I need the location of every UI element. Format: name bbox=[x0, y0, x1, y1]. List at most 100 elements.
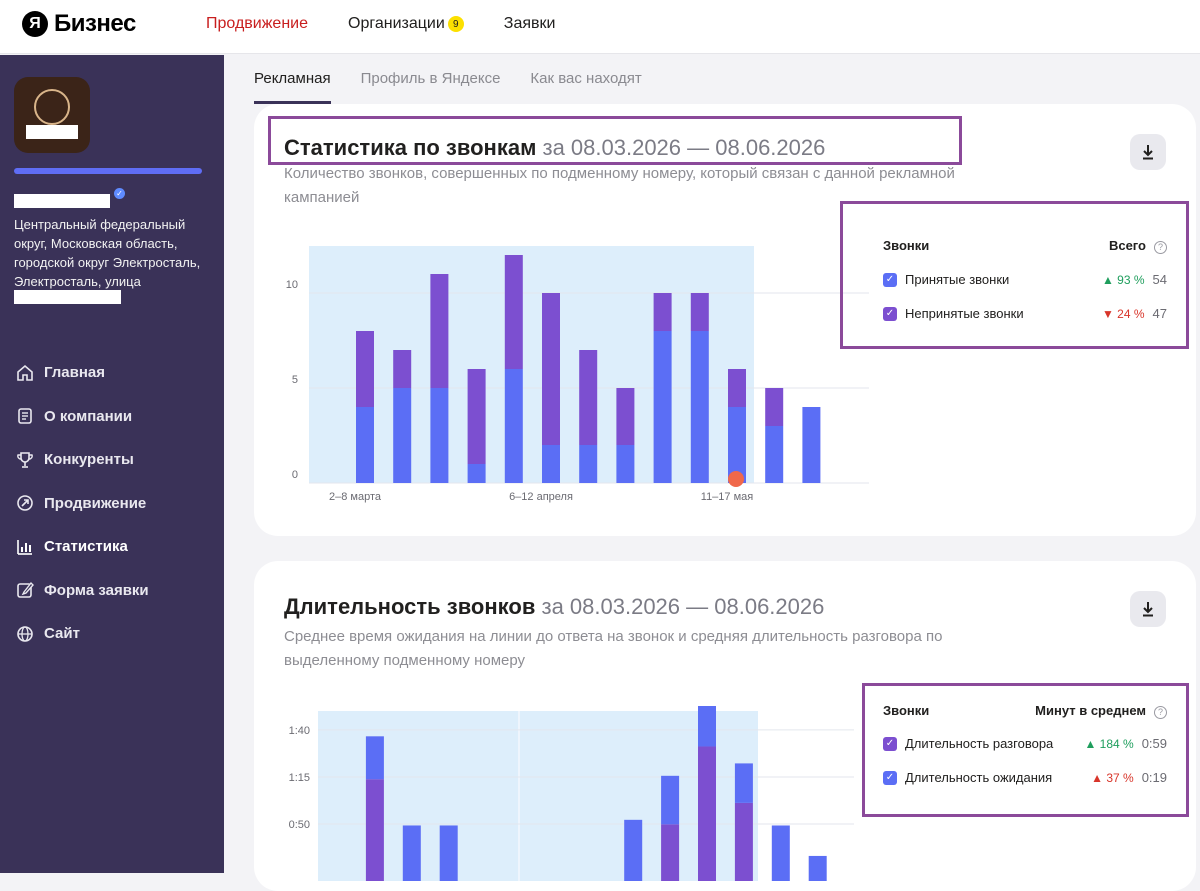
sidebar-item-label: О компании bbox=[44, 407, 133, 425]
verified-icon: ✓ bbox=[114, 188, 125, 199]
download-icon bbox=[1143, 145, 1153, 160]
bar-accepted bbox=[393, 388, 412, 483]
legend-total-label: Минут в среднем bbox=[1035, 703, 1146, 718]
bar-missed bbox=[430, 274, 449, 388]
highlight-frame bbox=[840, 201, 1189, 349]
nav-item-requests[interactable]: Заявки bbox=[504, 15, 556, 33]
bar-missed bbox=[393, 350, 412, 388]
sidebar-item-home[interactable]: Главная bbox=[14, 351, 149, 395]
tab-advertising[interactable]: Рекламная bbox=[254, 70, 331, 104]
bar-accepted bbox=[542, 445, 560, 483]
legend-header: Звонки Всего? bbox=[883, 238, 1167, 254]
help-icon[interactable]: ? bbox=[1154, 705, 1167, 719]
bar-wait-duration bbox=[661, 775, 680, 825]
highlight-frame bbox=[862, 683, 1189, 817]
checkbox-checked-icon[interactable]: ✓ bbox=[883, 736, 897, 751]
legend-row-talk[interactable]: ✓ Длительность разговора ▲ 184 % 0:59 bbox=[883, 736, 1167, 751]
redacted-block bbox=[26, 125, 78, 139]
bar-accepted bbox=[802, 407, 821, 483]
plot-background bbox=[318, 711, 758, 881]
card-description: Среднее время ожидания на линии до ответ… bbox=[284, 628, 943, 669]
bar-talk-duration bbox=[365, 779, 384, 881]
bar-accepted bbox=[653, 331, 672, 483]
card-title: Длительность звонков за 08.03.2026 — 08.… bbox=[284, 594, 824, 620]
stats-tabs: Рекламная Профиль в Яндексе Как вас нахо… bbox=[254, 70, 672, 104]
y-tick-label: 5 bbox=[292, 374, 298, 386]
card-period: за 08.03.2026 — 08.06.2026 bbox=[541, 594, 825, 619]
redacted-street bbox=[14, 290, 121, 304]
bar-talk-duration bbox=[661, 824, 680, 881]
logo-icon: Я bbox=[22, 11, 48, 37]
bar-accepted bbox=[467, 464, 486, 483]
download-button[interactable] bbox=[1130, 134, 1166, 170]
bar-accepted bbox=[579, 445, 598, 483]
card-period: за 08.03.2026 — 08.06.2026 bbox=[542, 135, 826, 160]
legend-header: Звонки Минут в среднем? bbox=[883, 703, 1167, 719]
bar-talk-duration bbox=[808, 855, 827, 881]
card-title-text: Статистика по звонкам bbox=[284, 135, 537, 160]
bar-missed bbox=[690, 293, 709, 331]
bar-talk-duration bbox=[402, 825, 421, 881]
duration-legend: Звонки Минут в среднем? ✓ Длительность р… bbox=[883, 703, 1167, 803]
bar-missed bbox=[467, 369, 486, 464]
download-button[interactable] bbox=[1130, 591, 1166, 627]
y-tick-label: 0:50 bbox=[289, 819, 310, 831]
legend-row-wait[interactable]: ✓ Длительность ожидания ▲ 37 % 0:19 bbox=[883, 770, 1167, 785]
change-indicator: ▲ 37 % bbox=[1091, 770, 1134, 785]
tab-yandex-profile[interactable]: Профиль в Яндексе bbox=[360, 70, 501, 87]
sidebar-item-label: Форма заявки bbox=[44, 581, 149, 599]
bar-wait-duration bbox=[365, 736, 384, 780]
change-indicator: ▲ 93 % bbox=[1101, 272, 1145, 287]
sidebar-item-label: Продвижение bbox=[44, 494, 147, 512]
sidebar-item-statistics[interactable]: Статистика bbox=[14, 525, 149, 569]
sidebar-item-form[interactable]: Форма заявки bbox=[14, 569, 149, 613]
help-icon[interactable]: ? bbox=[1154, 240, 1167, 254]
sidebar-item-site[interactable]: Сайт bbox=[14, 612, 149, 656]
bar-missed bbox=[542, 293, 560, 445]
highlight-frame bbox=[268, 116, 962, 165]
checkbox-checked-icon[interactable]: ✓ bbox=[883, 306, 897, 321]
sidebar-item-competitors[interactable]: Конкуренты bbox=[14, 438, 149, 482]
legend-total: 47 bbox=[1152, 306, 1167, 321]
company-avatar[interactable] bbox=[14, 77, 90, 153]
legend-row-missed[interactable]: ✓ Непринятые звонки ▼ 24 % 47 bbox=[883, 306, 1167, 321]
legend-total: 54 bbox=[1152, 272, 1167, 287]
bar-accepted bbox=[765, 426, 784, 483]
legend-label: Принятые звонки bbox=[905, 272, 1010, 287]
bar-missed bbox=[728, 369, 746, 407]
card-title: Статистика по звонкам за 08.03.2026 — 08… bbox=[284, 135, 825, 161]
sidebar-item-label: Сайт bbox=[44, 625, 80, 643]
trophy-icon bbox=[14, 449, 36, 471]
bar-wait-duration bbox=[698, 706, 716, 747]
form-icon bbox=[14, 579, 36, 601]
bar-talk-duration bbox=[771, 825, 790, 881]
checkbox-checked-icon[interactable]: ✓ bbox=[883, 272, 897, 287]
x-tick-label: 2–8 марта bbox=[329, 491, 382, 503]
bar-missed bbox=[616, 388, 635, 445]
duration-bar-chart: 1:40 1:15 0:50 bbox=[289, 706, 854, 881]
sidebar-item-about[interactable]: О компании bbox=[14, 395, 149, 439]
sidebar: ✓ Центральный федеральный округ, Московс… bbox=[0, 55, 224, 873]
comment-marker-icon bbox=[728, 471, 744, 487]
y-tick-label: 1:40 bbox=[289, 725, 310, 737]
sidebar-item-promotion[interactable]: Продвижение bbox=[14, 482, 149, 526]
legend-total: 0:59 bbox=[1141, 736, 1167, 751]
nav-item-organizations[interactable]: Организации 9 bbox=[348, 15, 464, 33]
legend-header-label: Звонки bbox=[883, 238, 930, 253]
checkbox-checked-icon[interactable]: ✓ bbox=[883, 770, 897, 785]
bar-missed bbox=[504, 255, 523, 369]
chart-icon bbox=[14, 536, 36, 558]
card-title-text: Длительность звонков bbox=[284, 594, 536, 619]
bar-accepted bbox=[728, 407, 746, 483]
tab-how-found[interactable]: Как вас находят bbox=[530, 70, 642, 87]
bar-missed bbox=[653, 293, 672, 331]
bar-talk-duration bbox=[734, 802, 753, 881]
logo-emblem-icon bbox=[34, 89, 70, 125]
bar-accepted bbox=[356, 407, 374, 483]
nav-item-promotion[interactable]: Продвижение bbox=[206, 15, 308, 33]
yandex-business-logo[interactable]: Я Бизнес bbox=[22, 10, 136, 38]
legend-row-accepted[interactable]: ✓ Принятые звонки ▲ 93 % 54 bbox=[883, 272, 1167, 287]
company-address: Центральный федеральный округ, Московска… bbox=[14, 217, 201, 289]
legend-total-header: Минут в среднем? bbox=[1035, 703, 1167, 719]
bar-talk-duration bbox=[698, 746, 716, 881]
